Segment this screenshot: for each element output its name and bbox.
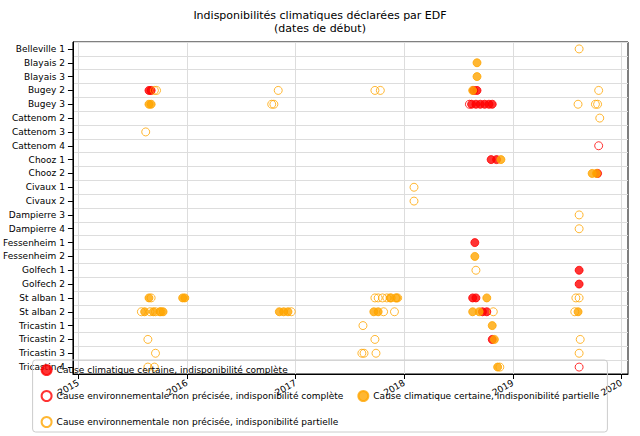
svg-text:Blayais 3: Blayais 3 — [24, 72, 65, 82]
svg-text:Tricastin 1: Tricastin 1 — [18, 321, 65, 331]
svg-text:(dates de début): (dates de début) — [274, 22, 366, 35]
svg-text:Golfech 1: Golfech 1 — [22, 265, 65, 275]
svg-text:Fessenheim 1: Fessenheim 1 — [3, 238, 65, 248]
svg-text:Cause environnementale non pré: Cause environnementale non précisée, ind… — [57, 417, 339, 427]
svg-text:St alban 2: St alban 2 — [19, 307, 65, 317]
svg-text:Cause climatique certaine, ind: Cause climatique certaine, indisponibili… — [373, 391, 600, 401]
svg-text:Cattenom 3: Cattenom 3 — [12, 127, 65, 137]
svg-text:Cattenom 2: Cattenom 2 — [12, 113, 65, 123]
svg-text:Cause environnementale non pré: Cause environnementale non précisée, ind… — [57, 391, 344, 401]
svg-text:Blayais 2: Blayais 2 — [24, 58, 65, 68]
svg-text:Bugey 3: Bugey 3 — [28, 99, 65, 109]
svg-text:Bugey 2: Bugey 2 — [28, 85, 65, 95]
svg-text:Belleville 1: Belleville 1 — [16, 44, 65, 54]
svg-text:Chooz 2: Chooz 2 — [29, 168, 65, 178]
svg-text:Tricastin 3: Tricastin 3 — [18, 348, 65, 358]
svg-text:Civaux 2: Civaux 2 — [26, 196, 65, 206]
svg-text:Dampierre 4: Dampierre 4 — [9, 224, 65, 234]
svg-text:Dampierre 3: Dampierre 3 — [9, 210, 65, 220]
svg-text:2020: 2020 — [599, 377, 624, 398]
svg-text:Golfech 2: Golfech 2 — [22, 279, 65, 289]
svg-text:Cause climatique certaine, ind: Cause climatique certaine, indisponibili… — [57, 365, 289, 375]
svg-text:St alban 1: St alban 1 — [19, 293, 65, 303]
svg-text:Civaux 1: Civaux 1 — [26, 182, 65, 192]
svg-text:Chooz 1: Chooz 1 — [29, 155, 65, 165]
svg-text:Cattenom 4: Cattenom 4 — [12, 141, 65, 151]
svg-text:Fessenheim 2: Fessenheim 2 — [3, 251, 65, 261]
svg-text:Indisponibilités climatiques d: Indisponibilités climatiques déclarées p… — [193, 9, 446, 22]
svg-text:Tricastin 2: Tricastin 2 — [18, 334, 65, 344]
